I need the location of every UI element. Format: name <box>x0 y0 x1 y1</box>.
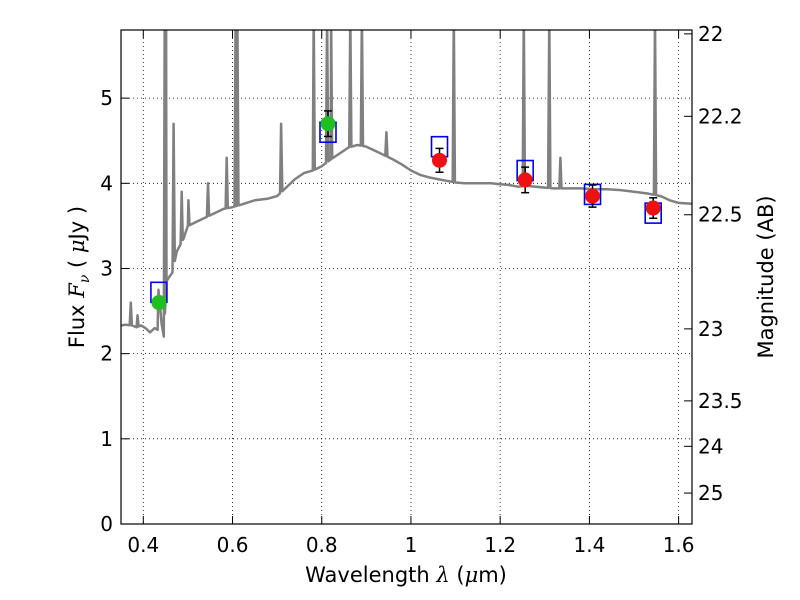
nir-photometry-point <box>517 172 533 188</box>
magnitude-tick-label: 23.5 <box>698 389 743 413</box>
magnitude-tick-label: 22.5 <box>698 203 743 227</box>
y-axis-label: Flux Fν ( μJy ) <box>65 206 93 348</box>
nir-photometry-point <box>645 200 661 216</box>
x-tick-label: 1.4 <box>573 533 605 557</box>
x-tick-label: 0.6 <box>217 533 249 557</box>
nir-photometry-point <box>432 152 448 168</box>
magnitude-tick-label: 22.2 <box>698 104 743 128</box>
magnitude-tick-label: 25 <box>698 481 723 505</box>
y-tick-label: 5 <box>100 86 113 110</box>
x-axis-label: Wavelength λ (μm) <box>305 563 507 587</box>
optical-photometry-point <box>151 295 167 311</box>
plot-frame <box>120 29 693 525</box>
x-tick-label: 0.8 <box>306 533 338 557</box>
magnitude-tick-label: 23 <box>698 317 723 341</box>
nir-photometry-point <box>585 188 601 204</box>
x-tick-label: 1.6 <box>663 533 695 557</box>
optical-photometry-point <box>320 116 336 132</box>
x-tick-label: 1 <box>405 533 418 557</box>
plot-area <box>121 30 692 338</box>
y-tick-label: 0 <box>100 512 113 536</box>
x-tick-label: 0.4 <box>127 533 159 557</box>
y-tick-label: 4 <box>100 171 113 195</box>
axis-ticks: 0.4 0.6 0.8 1 1.2 1.4 1.60123452222.222.52323.… <box>100 22 742 557</box>
y-tick-label: 2 <box>100 342 113 366</box>
x-tick-label: 1.2 <box>484 533 516 557</box>
magnitude-tick-label: 24 <box>698 434 723 458</box>
y-tick-label: 1 <box>100 427 113 451</box>
y-tick-label: 3 <box>100 256 113 280</box>
observed-photometry <box>151 110 661 311</box>
magnitude-tick-label: 22 <box>698 22 723 46</box>
magnitude-axis-label: Magnitude (AB) <box>754 195 778 358</box>
